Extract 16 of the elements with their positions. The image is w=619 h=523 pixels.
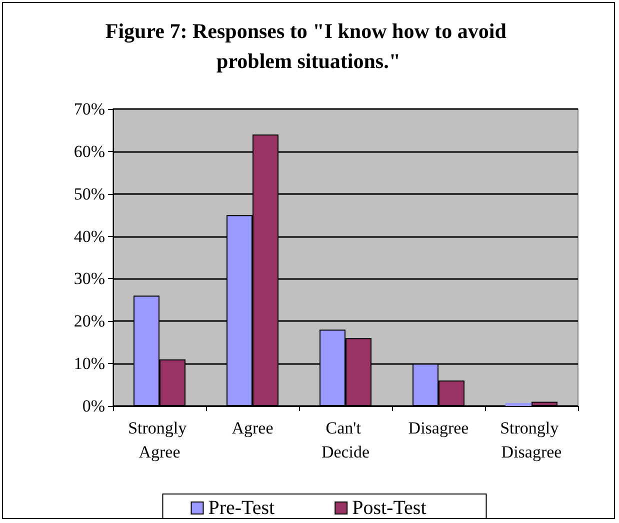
y-tick-label: 50% [74, 184, 105, 204]
legend-label: Pre-Test [208, 497, 276, 519]
x-tick-label: Disagree [408, 418, 469, 438]
y-tick-label: 0% [82, 396, 105, 416]
y-tick-label: 20% [74, 312, 105, 331]
x-tick-label: Strongly Disagree [500, 418, 563, 462]
y-tick-label: 30% [74, 269, 105, 288]
y-tick-label: 40% [74, 226, 105, 246]
y-tick-label: 60% [74, 142, 105, 161]
x-tick-label: Can't Decide [321, 418, 370, 462]
y-tick-label: 70% [74, 100, 105, 118]
y-tick-label: 10% [74, 354, 105, 374]
x-tick-label: Agree [232, 418, 274, 438]
legend-label: Post-Test [352, 497, 427, 519]
chart-title: Figure 7: Responses to "I know how to avoid problem situations." [105, 19, 512, 73]
x-tick-label: Strongly Agree [128, 418, 191, 462]
